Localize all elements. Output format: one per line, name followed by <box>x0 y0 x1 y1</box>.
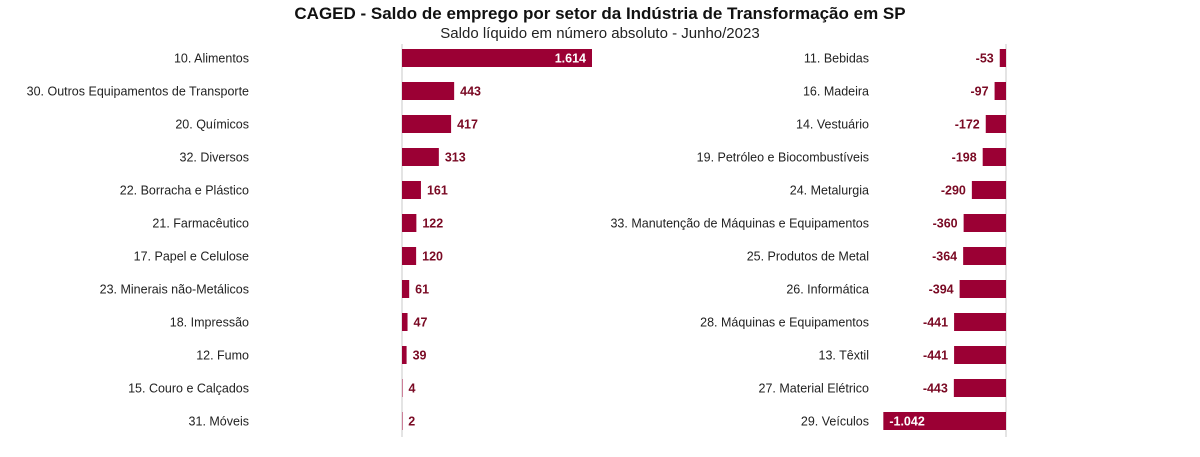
data-label: -172 <box>955 118 980 132</box>
bar <box>971 181 1006 199</box>
data-label: -364 <box>932 250 957 264</box>
data-label: 161 <box>427 184 448 198</box>
data-label: 47 <box>414 316 428 330</box>
data-label: -198 <box>952 151 977 165</box>
data-label: -394 <box>929 283 954 297</box>
data-label: -360 <box>933 217 958 231</box>
category-label: 16. Madeira <box>803 85 869 99</box>
category-label: 22. Borracha e Plástico <box>120 184 249 198</box>
bar <box>985 115 1006 133</box>
bar <box>883 412 1006 430</box>
bar <box>954 346 1006 364</box>
bar <box>402 181 421 199</box>
data-label: 39 <box>413 349 427 363</box>
data-label: -441 <box>923 349 948 363</box>
bar <box>402 115 452 133</box>
bar <box>963 214 1006 232</box>
data-label: -97 <box>971 85 989 99</box>
category-label: 29. Veículos <box>801 415 869 429</box>
data-label: 120 <box>422 250 443 264</box>
category-label: 14. Vestuário <box>796 118 869 132</box>
category-label: 28. Máquinas e Equipamentos <box>700 316 869 330</box>
data-label: -290 <box>941 184 966 198</box>
bar <box>402 247 417 265</box>
chart-subtitle: Saldo líquido em número absoluto - Junho… <box>440 25 760 42</box>
category-label: 27. Material Elétrico <box>759 382 870 396</box>
chart-title: CAGED - Saldo de emprego por setor da In… <box>294 4 906 23</box>
category-label: 24. Metalurgia <box>790 184 869 198</box>
bar <box>402 148 439 166</box>
bar <box>999 49 1006 67</box>
bar <box>402 280 410 298</box>
bar <box>954 313 1006 331</box>
category-label: 33. Manutenção de Máquinas e Equipamento… <box>610 217 869 231</box>
data-label: 122 <box>422 217 443 231</box>
data-label: -53 <box>976 52 994 66</box>
category-label: 23. Minerais não-Metálicos <box>100 283 249 297</box>
bar <box>994 82 1006 100</box>
category-label: 12. Fumo <box>196 349 249 363</box>
category-label: 32. Diversos <box>180 151 249 165</box>
data-label: 417 <box>457 118 478 132</box>
bar <box>953 379 1006 397</box>
category-label: 19. Petróleo e Biocombustíveis <box>697 151 869 165</box>
data-label: 313 <box>445 151 466 165</box>
bar <box>402 346 407 364</box>
data-label: 61 <box>415 283 429 297</box>
bar <box>402 379 403 397</box>
bar <box>402 214 417 232</box>
category-label: 30. Outros Equipamentos de Transporte <box>27 85 249 99</box>
data-label: 2 <box>408 415 415 429</box>
bar <box>402 313 408 331</box>
category-label: 25. Produtos de Metal <box>747 250 869 264</box>
data-label: 1.614 <box>555 52 586 66</box>
category-label: 15. Couro e Calçados <box>128 382 249 396</box>
category-label: 20. Químicos <box>175 118 249 132</box>
bar <box>959 280 1006 298</box>
data-label: 4 <box>408 382 415 396</box>
category-label: 10. Alimentos <box>174 52 249 66</box>
bar <box>402 49 592 67</box>
category-label: 18. Impressão <box>170 316 249 330</box>
category-label: 31. Móveis <box>189 415 249 429</box>
category-label: 13. Têxtil <box>819 349 870 363</box>
bar <box>963 247 1006 265</box>
bar <box>402 82 455 100</box>
data-label: -1.042 <box>889 415 924 429</box>
category-label: 21. Farmacêutico <box>152 217 249 231</box>
bar <box>402 412 403 430</box>
category-label: 17. Papel e Celulose <box>134 250 249 264</box>
category-label: 11. Bebidas <box>804 52 869 66</box>
data-label: -441 <box>923 316 948 330</box>
data-label: 443 <box>460 85 481 99</box>
category-label: 26. Informática <box>786 283 869 297</box>
bar <box>982 148 1006 166</box>
data-label: -443 <box>923 382 948 396</box>
